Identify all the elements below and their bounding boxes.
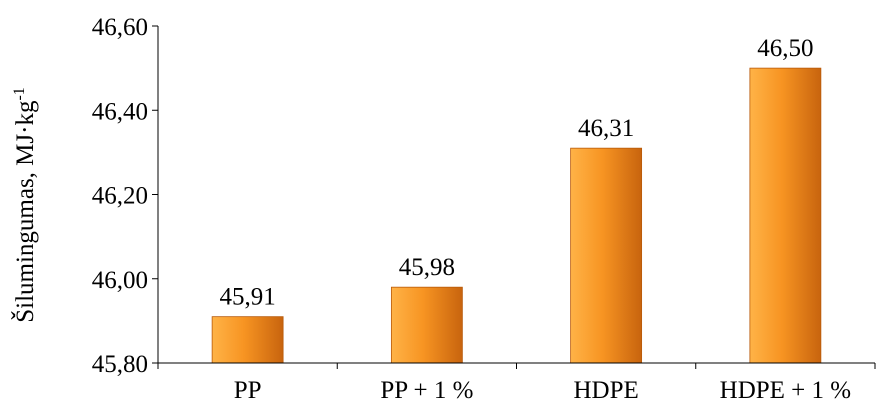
y-axis-title: Šilumingumas, MJ·kg-1 [10,87,39,323]
bar [570,147,643,364]
y-tick-label: 46,60 [92,14,148,41]
x-tick-label: PP [234,377,262,404]
bar-value-label: 45,98 [399,254,455,281]
bar-value-label: 46,50 [757,35,813,62]
y-axis: 45,80 46,00 46,20 46,40 46,60 [92,14,158,378]
y-tick-label: 46,40 [92,98,148,125]
y-axis-title-main: Šilumingumas, MJ·kg [10,100,39,323]
y-tick-label: 46,20 [92,183,148,210]
bar [390,286,463,364]
x-axis: PP PP + 1 % HDPE HDPE + 1 % [157,363,876,404]
bar [749,67,822,364]
bars [211,67,822,364]
y-axis-title-superscript: -1 [11,87,28,100]
bar-value-label: 46,31 [578,115,634,142]
data-labels: 45,91 45,98 46,31 46,50 [220,35,814,311]
bar [211,316,284,364]
y-tick-label: 46,00 [92,267,148,294]
bar-value-label: 45,91 [220,284,276,311]
x-tick-label: HDPE + 1 % [720,377,851,404]
x-tick-label: PP + 1 % [380,377,473,404]
y-tick-label: 45,80 [92,351,148,378]
x-tick-label: HDPE [573,377,638,404]
